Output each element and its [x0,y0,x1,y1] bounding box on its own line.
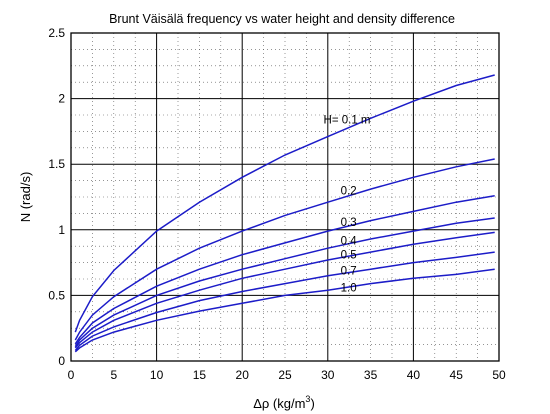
series-line-h0-2 [74,158,495,341]
series-line-h0-4 [74,217,495,348]
x-tick-label: 20 [236,368,250,382]
x-axis-label: Δρ (kg/m3) [253,394,315,411]
series-line-h1 [74,268,495,353]
plot-frame [70,32,500,362]
x-axis-label-sup: 3 [305,394,310,404]
y-tick-label: 0.5 [48,288,65,302]
x-axis-label-suffix: ) [310,396,314,411]
series-line-h0-7 [74,251,495,351]
x-tick-label: 50 [492,368,506,382]
x-tick-label: 25 [278,368,292,382]
curve-label: 0.5 [341,250,357,262]
y-tick-label: 0 [58,354,65,368]
x-tick-label: 40 [407,368,421,382]
x-axis-label-prefix: Δρ (kg/m [253,396,305,411]
series-line-h0-1 [74,74,495,333]
x-tick-label: 10 [150,368,164,382]
x-tick-label: 35 [364,368,378,382]
grid-lines [70,32,500,362]
series-line-h0-3 [74,194,495,345]
curve-label: 0.7 [341,265,357,277]
x-tick-label: 30 [321,368,335,382]
x-tick-label: 5 [110,368,117,382]
curve-label: 0.4 [341,235,358,247]
series-line-h0-5 [74,231,495,349]
x-tick-label: 0 [68,368,75,382]
y-tick-label: 1 [58,223,65,237]
x-axis-ticks: 0 5 10 15 20 25 30 35 40 45 50 [68,368,506,382]
curve-label: H= 0.1 m [324,115,371,127]
curve-label: 1.0 [341,283,357,295]
y-axis-ticks: 0 0.5 1 1.5 2 2.5 [48,26,65,368]
curve-label: 0.3 [341,217,357,229]
y-tick-label: 2 [58,92,65,106]
curve-label: 0.2 [341,185,357,197]
x-tick-label: 15 [193,368,207,382]
y-axis-label: N (rad/s) [18,172,33,223]
data-series [74,74,495,353]
curve-labels: H= 0.1 m 0.2 0.3 0.4 0.5 0.7 1.0 [324,115,371,295]
x-tick-label: 45 [450,368,464,382]
y-tick-label: 1.5 [48,157,65,171]
chart-title: Brunt Väisälä frequency vs water height … [109,12,455,26]
y-tick-label: 2.5 [48,26,65,40]
